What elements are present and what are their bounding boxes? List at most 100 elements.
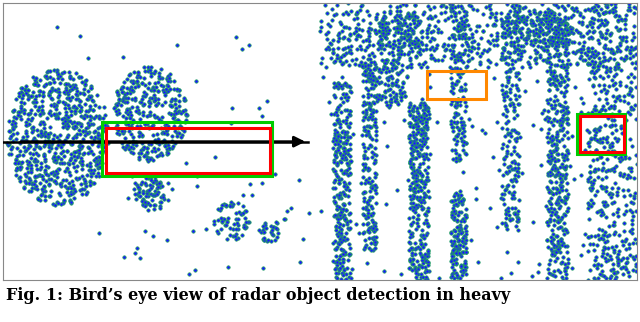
- Point: [340, 45, 351, 51]
- Point: [413, 62, 424, 67]
- Point: [575, 55, 586, 60]
- Point: [420, 270, 431, 275]
- Point: [436, 11, 447, 16]
- Point: [449, 208, 460, 213]
- Point: [412, 182, 422, 187]
- Point: [78, 90, 88, 95]
- Point: [268, 224, 278, 229]
- Point: [330, 121, 340, 126]
- Point: [131, 191, 141, 196]
- Point: [626, 107, 636, 112]
- Point: [341, 186, 351, 191]
- Point: [461, 232, 471, 237]
- Point: [42, 138, 52, 143]
- Point: [513, 216, 523, 222]
- Point: [374, 21, 385, 26]
- Point: [75, 109, 85, 114]
- Point: [557, 27, 567, 33]
- Point: [21, 128, 31, 133]
- Point: [420, 104, 431, 109]
- Point: [616, 123, 626, 128]
- Point: [340, 148, 351, 154]
- Point: [450, 81, 460, 87]
- Point: [562, 208, 572, 213]
- Point: [622, 256, 632, 261]
- Point: [332, 139, 342, 144]
- Point: [201, 227, 211, 232]
- Point: [330, 94, 340, 99]
- Point: [129, 250, 140, 255]
- Point: [452, 133, 463, 138]
- Point: [587, 183, 597, 188]
- Point: [500, 133, 510, 138]
- Point: [499, 95, 509, 100]
- Point: [132, 84, 143, 89]
- Point: [557, 162, 567, 167]
- Point: [551, 172, 561, 177]
- Point: [406, 28, 417, 33]
- Point: [410, 172, 420, 177]
- Point: [32, 166, 42, 172]
- Point: [161, 90, 171, 95]
- Point: [376, 97, 386, 102]
- Point: [459, 133, 469, 138]
- Point: [584, 35, 595, 41]
- Point: [5, 136, 15, 141]
- Point: [551, 28, 561, 33]
- Point: [588, 157, 598, 162]
- Point: [580, 50, 590, 55]
- Point: [134, 129, 145, 134]
- Point: [498, 45, 508, 51]
- Point: [591, 52, 601, 57]
- Point: [143, 99, 154, 105]
- Point: [180, 119, 190, 124]
- Point: [383, 82, 393, 87]
- Point: [66, 200, 76, 205]
- Point: [145, 70, 156, 75]
- Point: [415, 143, 426, 148]
- Point: [556, 21, 566, 26]
- Point: [567, 5, 577, 10]
- Point: [507, 18, 517, 23]
- Point: [417, 254, 428, 260]
- Point: [556, 176, 566, 181]
- Point: [61, 112, 72, 117]
- Point: [447, 253, 458, 258]
- Point: [181, 112, 191, 117]
- Point: [545, 170, 556, 175]
- Point: [614, 109, 625, 114]
- Point: [337, 129, 348, 135]
- Point: [100, 112, 110, 117]
- Point: [556, 20, 566, 25]
- Point: [330, 171, 340, 176]
- Point: [182, 112, 192, 117]
- Point: [358, 190, 369, 195]
- Point: [417, 120, 428, 126]
- Point: [547, 35, 557, 40]
- Point: [42, 116, 52, 121]
- Point: [602, 68, 612, 73]
- Point: [611, 193, 621, 198]
- Point: [127, 125, 137, 130]
- Point: [430, 13, 440, 18]
- Point: [589, 178, 600, 183]
- Point: [545, 23, 555, 28]
- Point: [408, 134, 419, 139]
- Point: [561, 116, 572, 121]
- Point: [58, 125, 68, 130]
- Point: [569, 39, 579, 44]
- Point: [76, 159, 86, 164]
- Point: [599, 54, 609, 60]
- Point: [454, 157, 464, 162]
- Point: [332, 82, 342, 88]
- Point: [143, 156, 154, 161]
- Point: [61, 177, 71, 182]
- Point: [28, 74, 38, 80]
- Point: [610, 230, 620, 235]
- Point: [29, 78, 40, 83]
- Point: [74, 120, 84, 126]
- Point: [584, 144, 595, 149]
- Point: [340, 140, 351, 145]
- Point: [417, 135, 428, 140]
- Point: [563, 16, 573, 21]
